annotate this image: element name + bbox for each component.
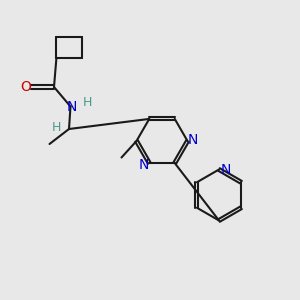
Text: N: N xyxy=(139,158,149,172)
Text: H: H xyxy=(52,121,61,134)
Text: O: O xyxy=(21,80,32,94)
Text: N: N xyxy=(188,133,198,146)
Text: N: N xyxy=(67,100,77,113)
Text: H: H xyxy=(82,95,92,109)
Text: N: N xyxy=(220,163,231,176)
